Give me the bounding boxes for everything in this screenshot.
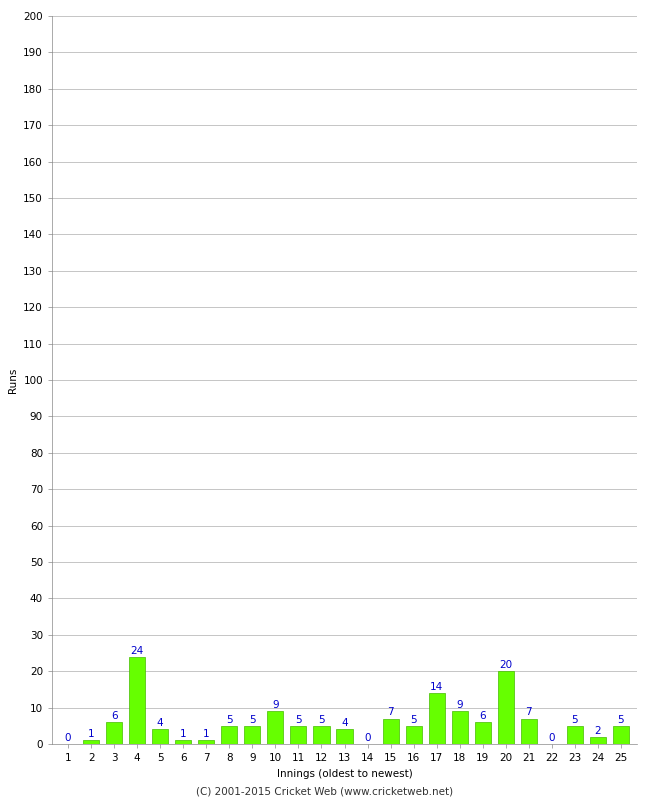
Bar [406, 726, 422, 744]
Bar [521, 718, 537, 744]
X-axis label: Innings (oldest to newest): Innings (oldest to newest) [277, 769, 412, 778]
Bar [498, 671, 514, 744]
Bar [337, 730, 352, 744]
Text: 1: 1 [203, 730, 209, 739]
Text: 20: 20 [499, 660, 512, 670]
Text: 9: 9 [272, 700, 279, 710]
Y-axis label: Runs: Runs [8, 367, 18, 393]
Bar [83, 740, 99, 744]
Text: 5: 5 [318, 714, 325, 725]
Bar [567, 726, 583, 744]
Text: (C) 2001-2015 Cricket Web (www.cricketweb.net): (C) 2001-2015 Cricket Web (www.cricketwe… [196, 786, 454, 796]
Text: 5: 5 [295, 714, 302, 725]
Text: 6: 6 [480, 711, 486, 721]
Text: 1: 1 [88, 730, 94, 739]
Text: 4: 4 [341, 718, 348, 728]
Text: 24: 24 [131, 646, 144, 655]
Bar [474, 722, 491, 744]
Text: 4: 4 [157, 718, 164, 728]
Text: 5: 5 [410, 714, 417, 725]
Bar [106, 722, 122, 744]
Bar [129, 657, 146, 744]
Text: 0: 0 [549, 733, 555, 743]
Bar [244, 726, 261, 744]
Text: 7: 7 [525, 707, 532, 718]
Text: 5: 5 [226, 714, 233, 725]
Bar [382, 718, 398, 744]
Bar [198, 740, 214, 744]
Text: 6: 6 [111, 711, 118, 721]
Bar [291, 726, 307, 744]
Bar [452, 711, 468, 744]
Bar [590, 737, 606, 744]
Text: 5: 5 [571, 714, 578, 725]
Bar [613, 726, 629, 744]
Text: 7: 7 [387, 707, 394, 718]
Text: 1: 1 [180, 730, 187, 739]
Text: 0: 0 [65, 733, 72, 743]
Bar [428, 693, 445, 744]
Text: 5: 5 [249, 714, 255, 725]
Text: 14: 14 [430, 682, 443, 692]
Bar [313, 726, 330, 744]
Text: 5: 5 [618, 714, 624, 725]
Bar [152, 730, 168, 744]
Text: 2: 2 [595, 726, 601, 736]
Text: 9: 9 [456, 700, 463, 710]
Bar [221, 726, 237, 744]
Text: 0: 0 [364, 733, 370, 743]
Bar [267, 711, 283, 744]
Bar [176, 740, 191, 744]
